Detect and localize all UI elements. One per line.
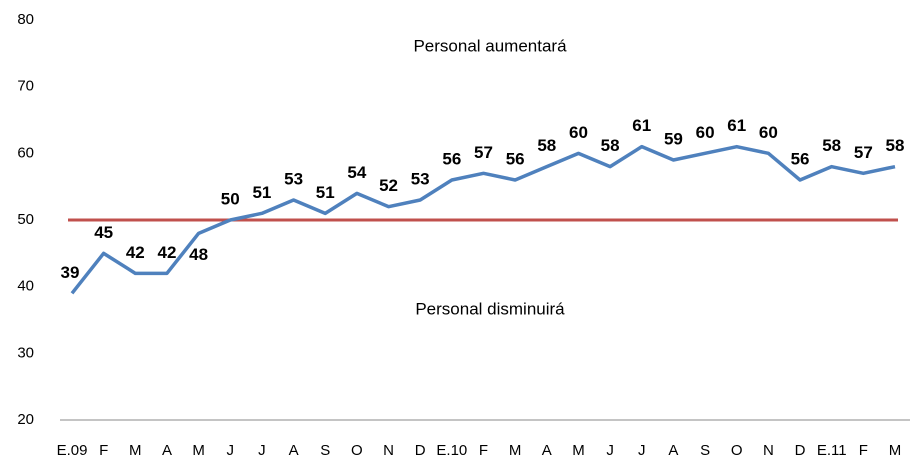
y-tick-label: 70 bbox=[17, 78, 34, 95]
data-label: 45 bbox=[94, 223, 113, 242]
data-label: 51 bbox=[316, 183, 335, 202]
data-label: 61 bbox=[727, 116, 746, 135]
data-label: 60 bbox=[759, 123, 778, 142]
data-label: 42 bbox=[158, 243, 177, 262]
x-tick-label: J bbox=[227, 442, 235, 459]
x-tick-label: J bbox=[258, 442, 266, 459]
series-line bbox=[70, 144, 896, 295]
x-tick-label: E.09 bbox=[57, 442, 88, 459]
x-tick-label: S bbox=[320, 442, 330, 459]
x-tick-label: M bbox=[889, 442, 902, 459]
data-label: 42 bbox=[126, 243, 145, 262]
data-label: 56 bbox=[442, 149, 461, 168]
x-tick-label: A bbox=[289, 442, 299, 459]
data-label: 58 bbox=[537, 136, 556, 155]
data-label: 59 bbox=[664, 129, 683, 148]
data-label: 57 bbox=[474, 143, 493, 162]
x-tick-label: M bbox=[129, 442, 142, 459]
x-tick-label: N bbox=[763, 442, 774, 459]
data-label: 53 bbox=[411, 169, 430, 188]
x-tick-label: F bbox=[859, 442, 868, 459]
x-tick-label: D bbox=[415, 442, 426, 459]
data-label: 56 bbox=[506, 149, 525, 168]
y-tick-label: 50 bbox=[17, 211, 34, 228]
x-tick-label: M bbox=[192, 442, 205, 459]
x-tick-label: F bbox=[479, 442, 488, 459]
x-tick-label: F bbox=[99, 442, 108, 459]
x-tick-label: A bbox=[162, 442, 172, 459]
data-label: 60 bbox=[696, 123, 715, 142]
data-label: 58 bbox=[822, 136, 841, 155]
x-tick-label: J bbox=[638, 442, 646, 459]
data-label: 56 bbox=[791, 149, 810, 168]
y-tick-label: 30 bbox=[17, 344, 34, 361]
y-tick-label: 20 bbox=[17, 411, 34, 428]
data-label: 50 bbox=[221, 189, 240, 208]
x-tick-label: M bbox=[572, 442, 585, 459]
x-tick-label: O bbox=[351, 442, 363, 459]
x-tick-label: E.11 bbox=[817, 442, 847, 459]
y-tick-label: 40 bbox=[17, 278, 34, 295]
annotation: Personal disminuirá bbox=[415, 299, 565, 318]
x-tick-label: E.10 bbox=[436, 442, 467, 459]
data-label: 54 bbox=[347, 163, 366, 182]
data-label: 48 bbox=[189, 245, 208, 264]
data-label: 61 bbox=[632, 116, 651, 135]
x-tick-label: J bbox=[606, 442, 614, 459]
y-tick-label: 60 bbox=[17, 144, 34, 161]
x-tick-label: S bbox=[700, 442, 710, 459]
data-label: 60 bbox=[569, 123, 588, 142]
x-tick-label: O bbox=[731, 442, 743, 459]
x-tick-label: M bbox=[509, 442, 522, 459]
data-label: 39 bbox=[61, 263, 80, 282]
data-label: 58 bbox=[601, 136, 620, 155]
x-tick-label: N bbox=[383, 442, 394, 459]
data-label: 58 bbox=[886, 136, 905, 155]
x-tick-label: D bbox=[795, 442, 806, 459]
data-label: 52 bbox=[379, 176, 398, 195]
x-tick-label: A bbox=[542, 442, 552, 459]
data-label: 53 bbox=[284, 169, 303, 188]
x-tick-label: A bbox=[668, 442, 678, 459]
data-label: 51 bbox=[252, 183, 271, 202]
annotation: Personal aumentará bbox=[413, 36, 567, 55]
y-tick-label: 80 bbox=[17, 11, 34, 28]
data-label: 57 bbox=[854, 143, 873, 162]
